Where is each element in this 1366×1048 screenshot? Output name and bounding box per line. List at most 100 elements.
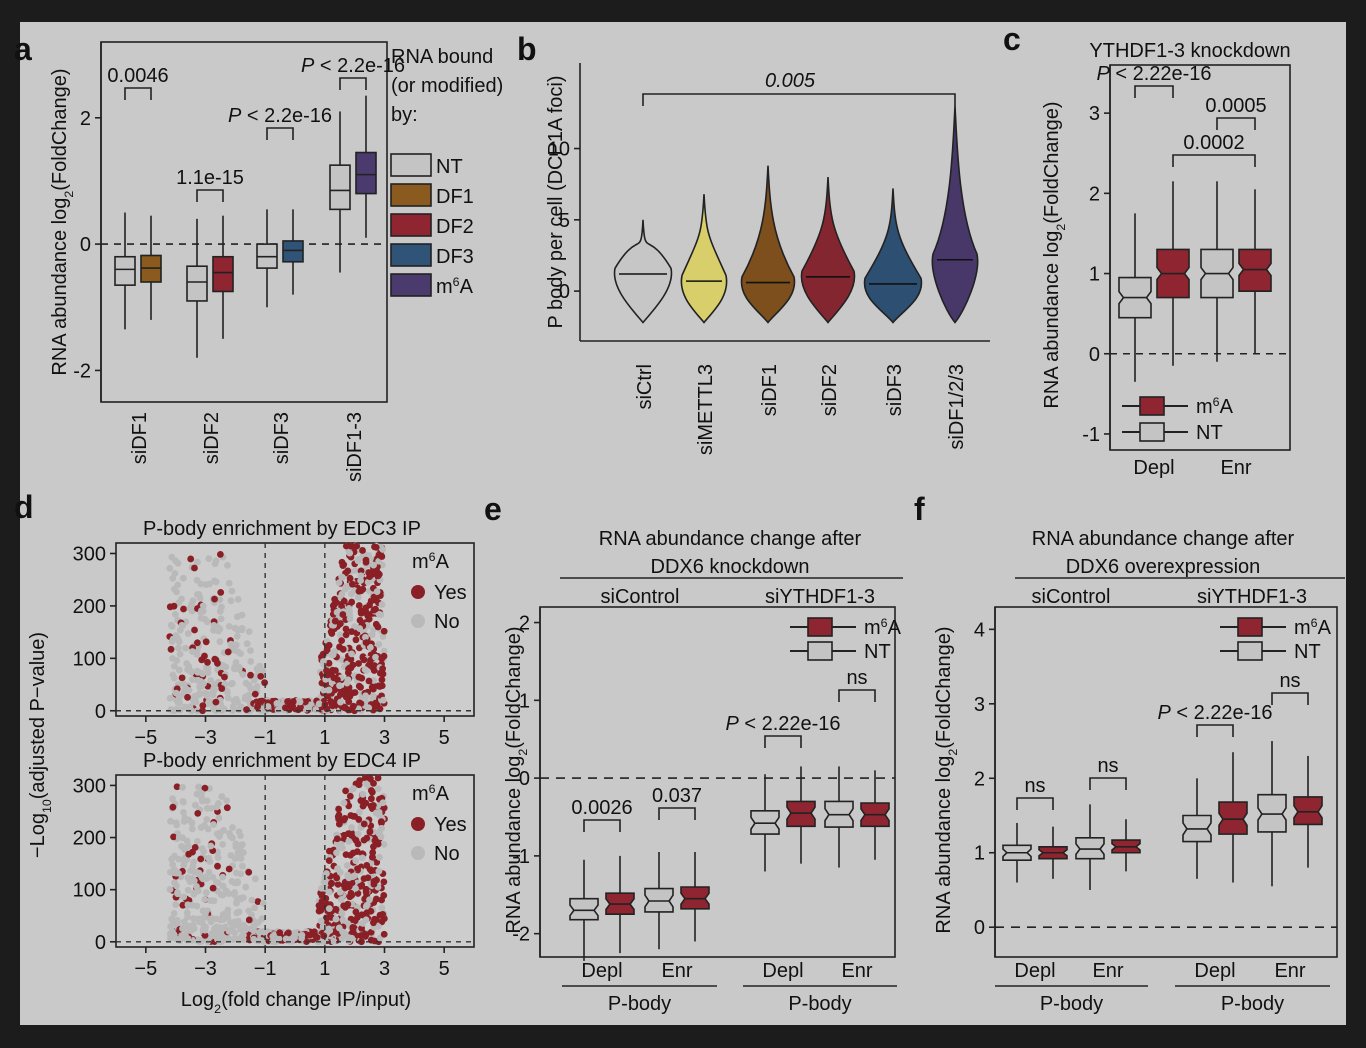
point-yes [379,665,387,673]
point-no [190,877,198,885]
panel-e: -2 -1 0 1 2 RNA abundance change after DDX6 kn… [503,528,903,1015]
point-no [375,809,383,816]
point-yes [340,561,348,569]
point-no [205,869,213,876]
point-no [349,873,357,881]
box-body [569,897,599,921]
point-no [213,878,220,886]
point-yes [339,611,347,618]
point-yes [342,787,349,795]
point-no [169,795,176,803]
point-yes [340,816,348,824]
point-no [232,695,240,703]
point-yes [367,656,374,664]
legend-swatch-NT [390,153,432,177]
point-yes [360,820,368,828]
point-no [205,854,213,862]
point-no [212,557,220,565]
point-no [229,707,237,714]
legend-title: m6A [412,782,450,805]
point-yes [187,555,195,563]
point-no [315,700,323,708]
point-yes [357,932,365,939]
legend-label-yes: Yes [434,582,467,604]
point-no [346,549,354,557]
point-no [323,870,330,877]
point-no [380,840,388,848]
point-no [224,561,231,569]
point-no [172,935,180,943]
point-no [333,849,340,857]
point-no [375,867,383,875]
x-tick-label: −1 [254,958,277,980]
legend-title: (or modified) [391,75,503,97]
x-tick-label: siDF3 [884,364,906,416]
x-tick-label: Depl [762,960,803,982]
point-no [362,692,369,700]
point-no [359,919,367,927]
violin-siDF3 [863,188,923,324]
point-yes [359,547,366,554]
point-yes [289,702,296,710]
sig-2-label: P < 2.22e-16 [1157,702,1272,724]
point-no [202,664,210,671]
point-no [228,877,236,885]
box-siDF1-3-m6A [355,95,377,238]
box-siYTHDF1-3-Depl-m6A [1218,752,1248,883]
panel-d: P-body enrichment by EDC3 IP 0 100 200 300 −5… [27,518,475,1016]
point-no [224,694,232,702]
point-yes [378,896,386,904]
box-siControl-Depl-NT [1002,822,1032,883]
point-yes [378,553,386,560]
point-no [180,808,187,816]
point-no [167,817,174,825]
point-yes [371,662,378,669]
point-no [234,849,242,857]
point-no [193,558,201,566]
point-yes [373,858,381,866]
legend-dot-no [411,614,425,628]
point-no [184,913,191,921]
y-tick-label: 0 [974,917,985,939]
point-no [356,625,364,632]
box-siControl-Depl-m6A [1038,826,1068,879]
point-no [229,824,236,831]
point-no [192,801,199,809]
point-yes [374,774,382,782]
x-tick-label: Depl [1133,457,1174,479]
x-tick-label: siDF3 [271,412,293,464]
point-yes [336,620,344,627]
c-legend-nt-swatch [1139,422,1165,442]
d-subplot-1: P-body enrichment by EDC3 IP 0 100 200 300 −5… [73,518,475,749]
a-y-tick-label: 0 [80,234,91,256]
point-yes [169,803,177,811]
sig-0-bracket [1016,797,1054,810]
point-no [238,611,246,619]
point-no [357,577,365,584]
legend-dot-yes [411,817,425,831]
violin-siCtrl [613,219,673,324]
point-no [190,925,198,932]
point-no [194,677,201,684]
point-yes [355,660,362,667]
point-no [201,821,208,829]
point-yes [378,655,386,662]
point-yes [363,609,370,617]
point-no [346,615,354,623]
point-no [362,667,370,674]
point-no [210,685,218,693]
point-no [348,590,355,598]
point-no [335,579,343,587]
box-siYTHDF1-3-Enr-NT [1257,741,1287,887]
point-no [188,819,196,827]
point-no [231,935,239,943]
legend-swatch-DF2 [390,213,432,237]
sig-a2-label: 1.1e-15 [176,167,244,189]
point-no [379,696,387,704]
y-tick-label: 0 [559,281,570,303]
box-siControl-Enr-m6A [1111,819,1141,872]
point-no [173,821,181,829]
point-yes [345,698,353,706]
point-yes [344,706,352,714]
point-no [214,935,221,943]
